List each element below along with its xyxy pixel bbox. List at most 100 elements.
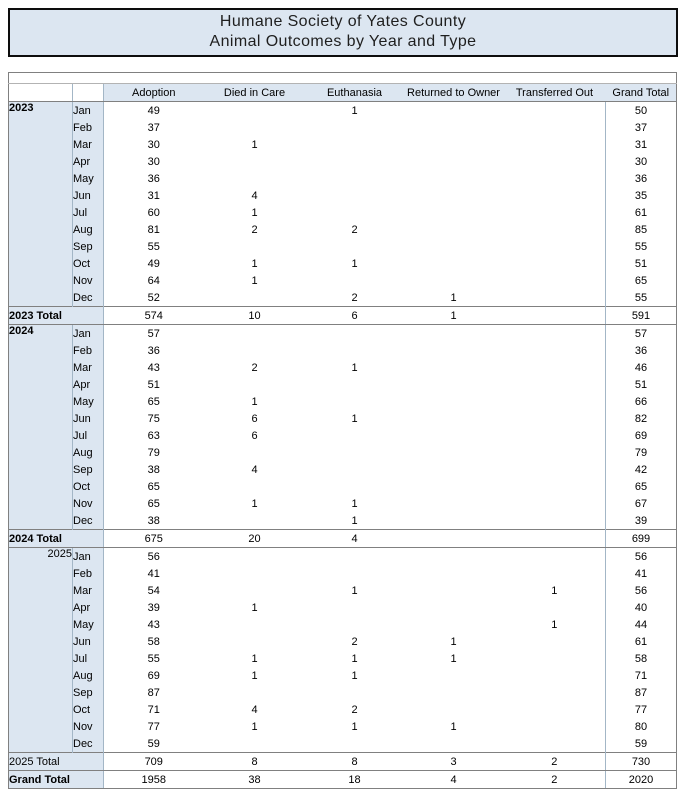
row-grand-total-cell: 77 [605, 701, 677, 718]
value-cell [403, 667, 504, 684]
row-grand-total-cell: 55 [605, 289, 677, 307]
row-grand-total-cell: 66 [605, 393, 677, 410]
value-cell [503, 650, 606, 667]
column-header-adoption: Adoption [103, 83, 204, 102]
value-cell [305, 616, 404, 633]
value-cell [503, 324, 606, 342]
value-cell: 39 [103, 599, 204, 616]
value-cell: 1 [203, 272, 306, 289]
value-cell [403, 376, 504, 393]
row-grand-total-cell: 58 [605, 650, 677, 667]
value-cell [305, 444, 404, 461]
month-cell: Jul [72, 650, 104, 667]
value-cell [503, 153, 606, 170]
row-grand-total-cell: 67 [605, 495, 677, 512]
value-cell [403, 359, 504, 376]
value-cell [203, 444, 306, 461]
month-cell: Feb [72, 342, 104, 359]
month-cell: Aug [72, 667, 104, 684]
column-header-transferred-out: Transferred Out [503, 83, 606, 102]
value-cell: 1 [403, 718, 504, 735]
value-cell [305, 427, 404, 444]
value-cell: 1 [305, 255, 404, 272]
value-cell [203, 512, 306, 530]
year-label-2023: 2023 [8, 101, 73, 307]
column-header-row: Adoption Died in Care Euthanasia Returned t… [8, 83, 677, 102]
total-value-cell: 6 [305, 306, 404, 325]
total-value-cell: 2 [503, 752, 606, 771]
value-cell [305, 599, 404, 616]
total-value-cell: 4 [305, 529, 404, 548]
value-cell: 1 [305, 512, 404, 530]
value-cell [403, 393, 504, 410]
value-cell [203, 684, 306, 701]
total-value-cell: 1 [403, 306, 504, 325]
total-value-cell [503, 529, 606, 548]
month-row-2023-jan: 2023 Jan 49 1 50 [8, 101, 677, 307]
value-cell [403, 204, 504, 221]
month-row-2024-apr: Apr 51 51 [9, 376, 677, 393]
year-total-row-2024: 2024 Total 675 20 4 699 [8, 529, 677, 548]
value-cell: 1 [203, 204, 306, 221]
month-cell: Feb [72, 119, 104, 136]
value-cell [305, 547, 404, 565]
value-cell: 58 [103, 633, 204, 650]
month-cell: Nov [72, 718, 104, 735]
month-row-2024-dec: Dec 38 1 39 [9, 512, 677, 530]
value-cell [203, 376, 306, 393]
month-cell: Jun [72, 187, 104, 204]
value-cell: 43 [103, 616, 204, 633]
value-cell [203, 170, 306, 187]
month-cell: Sep [72, 238, 104, 255]
row-grand-total-cell: 39 [605, 512, 677, 530]
row-grand-total-cell: 56 [605, 547, 677, 565]
value-cell: 38 [103, 461, 204, 478]
row-grand-total-cell: 36 [605, 170, 677, 187]
value-cell [503, 461, 606, 478]
value-cell: 87 [103, 684, 204, 701]
value-cell [403, 461, 504, 478]
value-cell [403, 153, 504, 170]
value-cell [305, 170, 404, 187]
value-cell: 1 [305, 718, 404, 735]
value-cell [503, 342, 606, 359]
value-cell: 1 [305, 667, 404, 684]
value-cell [503, 565, 606, 582]
grand-total-label: Grand Total [8, 770, 104, 789]
value-cell [305, 187, 404, 204]
value-cell [503, 410, 606, 427]
total-value-cell: 574 [103, 306, 204, 325]
value-cell: 41 [103, 565, 204, 582]
value-cell: 30 [103, 136, 204, 153]
value-cell [503, 393, 606, 410]
value-cell [305, 376, 404, 393]
total-value-cell: 730 [605, 752, 677, 771]
value-cell [203, 547, 306, 565]
value-cell [203, 735, 306, 753]
month-cell: Feb [72, 565, 104, 582]
spacer-cell [8, 72, 677, 84]
row-grand-total-cell: 41 [605, 565, 677, 582]
value-cell: 6 [203, 427, 306, 444]
pivot-table: Adoption Died in Care Euthanasia Returned t… [8, 72, 677, 789]
value-cell: 79 [103, 444, 204, 461]
month-row-2025-may: May 43 1 44 [9, 616, 677, 633]
row-grand-total-cell: 65 [605, 272, 677, 289]
value-cell: 75 [103, 410, 204, 427]
value-cell: 57 [103, 324, 204, 342]
row-grand-total-cell: 55 [605, 238, 677, 255]
year-label-2024: 2024 [8, 324, 73, 530]
value-cell [503, 101, 606, 119]
value-cell: 31 [103, 187, 204, 204]
grand-total-value-cell: 2020 [605, 770, 677, 789]
value-cell [503, 444, 606, 461]
row-grand-total-cell: 44 [605, 616, 677, 633]
value-cell [203, 616, 306, 633]
value-cell: 55 [103, 238, 204, 255]
value-cell [403, 238, 504, 255]
total-value-cell: 709 [103, 752, 204, 771]
month-row-2024-jul: Jul 63 6 69 [9, 427, 677, 444]
value-cell [503, 684, 606, 701]
row-grand-total-cell: 71 [605, 667, 677, 684]
